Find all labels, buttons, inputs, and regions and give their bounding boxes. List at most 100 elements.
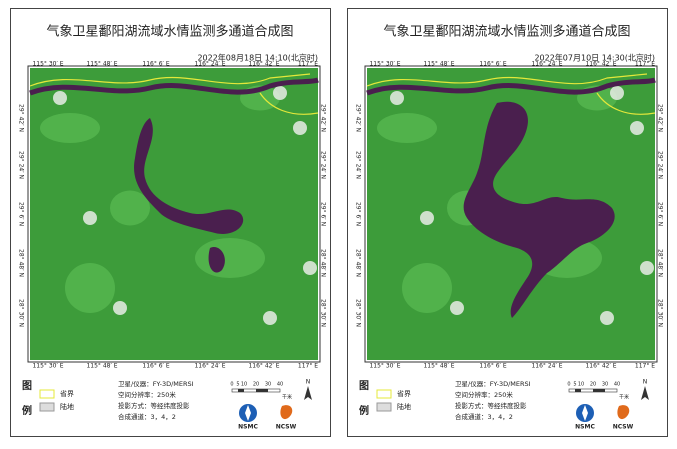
- map-border: [364, 65, 658, 363]
- scale-label: 20: [590, 382, 596, 388]
- scale-label: 10: [578, 382, 584, 388]
- lat-label-left: 28° 48′ N: [355, 249, 362, 277]
- lon-label-bottom: 115° 30′ E: [32, 363, 63, 370]
- scale-label: 0: [230, 382, 233, 388]
- province-boundary: [366, 73, 656, 115]
- lat-label-right: 29° 42′ N: [320, 104, 327, 132]
- cloud: [610, 86, 624, 100]
- scale-bar-fill: [575, 389, 581, 392]
- lat-label-right: 29° 24′ N: [320, 151, 327, 179]
- lat-label-left: 28° 30′ N: [18, 299, 25, 327]
- timestamp: 2022年07月10日 14:30(北京时): [534, 53, 655, 63]
- panel: 气象卫星鄱阳湖流域水情监测多通道合成图 2022年08月18日 14:10(北京时…: [10, 8, 331, 437]
- legend-heading: 例: [359, 404, 369, 417]
- legend-heading: 图: [359, 380, 369, 392]
- river: [29, 77, 319, 96]
- cloud: [273, 86, 287, 100]
- cloud: [640, 261, 654, 275]
- cloud: [390, 91, 404, 105]
- info-line: 空间分辨率：250米: [118, 390, 176, 399]
- legend-heading: 例: [22, 404, 32, 417]
- legend-label: 省界: [397, 389, 411, 398]
- legend-swatch-boundary: [376, 389, 392, 399]
- land-patch: [377, 113, 437, 143]
- cloud: [113, 301, 127, 315]
- lat-label-left: 28° 48′ N: [18, 249, 25, 277]
- info-line: 卫星/仪器：FY-3D/MERSI: [455, 380, 531, 388]
- lon-label-top: 116° 24′ E: [531, 61, 562, 68]
- lon-label-top: 115° 48′ E: [86, 61, 117, 68]
- lon-label-top: 116° 42′ E: [585, 61, 616, 68]
- cloud: [600, 311, 614, 325]
- lat-label-right: 28° 30′ N: [657, 299, 664, 327]
- scale-label: 0: [567, 382, 570, 388]
- cloud: [263, 311, 277, 325]
- lon-label-bottom: 116° 6′ E: [479, 363, 506, 370]
- legend-label: 陆地: [397, 402, 411, 411]
- scale-unit: 千米: [282, 394, 292, 401]
- lat-label-right: 28° 48′ N: [320, 249, 327, 277]
- logo-ncsw-text: NCSW: [276, 424, 297, 431]
- lon-label-bottom: 116° 24′ E: [194, 363, 225, 370]
- scale-label: 5: [236, 382, 239, 388]
- lat-label-left: 29° 42′ N: [18, 104, 25, 132]
- legend-swatch-land: [39, 402, 55, 412]
- north-arrow: [304, 386, 312, 400]
- legend-label: 省界: [60, 389, 74, 398]
- lake: [463, 101, 615, 318]
- north-label: N: [643, 379, 648, 386]
- scale-label: 5: [573, 382, 576, 388]
- cloud: [53, 91, 67, 105]
- info-line: 卫星/仪器：FY-3D/MERSI: [118, 380, 194, 388]
- lon-label-top: 115° 48′ E: [423, 61, 454, 68]
- cloud: [450, 301, 464, 315]
- lon-label-top: 116° 24′ E: [194, 61, 225, 68]
- lon-label-top: 117° E: [635, 61, 655, 68]
- scale-bar-fill: [593, 389, 605, 392]
- logo-ncsw-mark: [617, 405, 630, 420]
- logo-nsmc-star: [582, 405, 588, 421]
- panel-title: 气象卫星鄱阳湖流域水情监测多通道合成图: [383, 24, 630, 40]
- lat-label-left: 29° 6′ N: [18, 202, 25, 226]
- scale-unit: 千米: [619, 394, 629, 401]
- lon-label-top: 115° 30′ E: [369, 61, 400, 68]
- scale-label: 30: [602, 382, 608, 388]
- legend-heading: 图: [22, 380, 32, 392]
- lat-label-right: 29° 6′ N: [320, 202, 327, 226]
- north-arrow: [641, 386, 649, 400]
- province-boundary: [29, 73, 319, 115]
- scale-label: 40: [614, 382, 620, 388]
- info-line: 合成通道：3，4，2: [455, 412, 513, 421]
- lat-label-right: 29° 42′ N: [657, 104, 664, 132]
- lon-label-bottom: 116° 42′ E: [585, 363, 616, 370]
- land-patch: [65, 263, 115, 313]
- logo-nsmc-text: NSMC: [238, 424, 258, 431]
- info-line: 投影方式：等经纬度投影: [118, 401, 190, 410]
- cloud: [630, 121, 644, 135]
- lon-label-top: 116° 6′ E: [142, 61, 169, 68]
- lon-label-bottom: 115° 48′ E: [423, 363, 454, 370]
- logo-ncsw-mark: [280, 405, 293, 420]
- lat-label-left: 29° 24′ N: [18, 151, 25, 179]
- legend-label: 陆地: [60, 402, 74, 411]
- logo-ncsw-text: NCSW: [613, 424, 634, 431]
- river: [366, 77, 656, 96]
- logo-nsmc-star: [245, 405, 251, 421]
- scale-label: 20: [253, 382, 259, 388]
- panel: 气象卫星鄱阳湖流域水情监测多通道合成图 2022年07月10日 14:30(北京时…: [347, 8, 668, 437]
- land-patch: [402, 263, 452, 313]
- lat-label-right: 29° 6′ N: [657, 202, 664, 226]
- timestamp: 2022年08月18日 14:10(北京时): [197, 53, 318, 63]
- lon-label-bottom: 115° 48′ E: [86, 363, 117, 370]
- lat-label-right: 28° 30′ N: [320, 299, 327, 327]
- logo-nsmc-text: NSMC: [575, 424, 595, 431]
- land-patch: [110, 190, 150, 226]
- scale-label: 10: [241, 382, 247, 388]
- lat-label-left: 29° 6′ N: [355, 202, 362, 226]
- lon-label-top: 116° 6′ E: [479, 61, 506, 68]
- north-label: N: [306, 379, 311, 386]
- map-border: [27, 65, 321, 363]
- lon-label-bottom: 116° 24′ E: [531, 363, 562, 370]
